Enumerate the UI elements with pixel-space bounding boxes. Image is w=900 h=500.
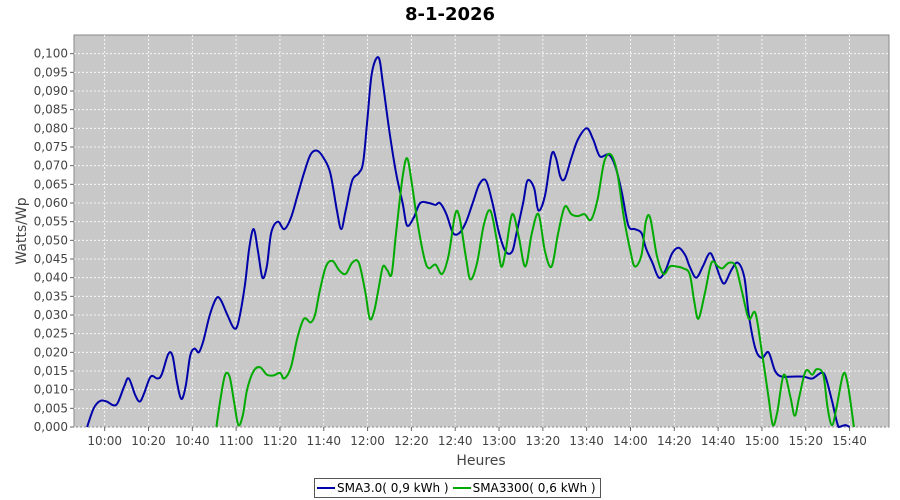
x-axis: 10:00 10:20 10:40 11:00 11:20 11:40 12:00 12:20… [87,427,867,448]
x-tick-label: 11:40 [306,434,341,448]
legend-label-sma3300: SMA3300( 0,6 kWh ) [472,481,596,495]
x-tick-label: 12:00 [350,434,385,448]
y-tick-label: 0,070 [34,159,68,173]
legend: SMA3.0( 0,9 kWh ) SMA3300( 0,6 kWh ) [314,478,601,498]
y-tick-label: 0,075 [34,140,68,154]
x-axis-label: Heures [456,453,505,469]
x-tick-label: 13:00 [482,434,517,448]
y-tick-label: 0,065 [34,177,68,191]
x-tick-label: 14:00 [613,434,648,448]
series-group [86,56,855,428]
y-tick-label: 0,010 [34,383,68,397]
x-tick-label: 15:20 [788,434,823,448]
legend-item-sma30: SMA3.0( 0,9 kWh ) [317,481,449,495]
plot-area [73,34,890,428]
y-tick-label: 0,085 [34,103,68,117]
x-tick-label: 15:00 [745,434,780,448]
y-tick-label: 0,020 [34,345,68,359]
y-tick-label: 0,015 [34,364,68,378]
x-tick-label: 10:40 [175,434,210,448]
y-tick-label: 0,090 [34,84,68,98]
x-tick-label: 11:20 [263,434,298,448]
legend-swatch-sma30 [317,487,335,489]
y-tick-label: 0,080 [34,121,68,135]
x-tick-label: 15:40 [832,434,867,448]
x-tick-label: 14:20 [657,434,692,448]
y-tick-label: 0,040 [34,271,68,285]
legend-item-sma3300: SMA3300( 0,6 kWh ) [452,481,596,495]
y-tick-label: 0,000 [34,420,68,434]
y-tick-label: 0,050 [34,233,68,247]
x-tick-label: 14:40 [701,434,736,448]
grid-lines [74,35,889,428]
chart-title: 8-1-2026 [404,4,496,25]
legend-swatch-sma3300 [452,487,471,489]
x-tick-label: 11:00 [219,434,254,448]
y-axis-label: Watts/Wp [14,197,30,264]
y-tick-label: 0,095 [34,65,68,79]
y-tick-label: 0,025 [34,327,68,341]
y-axis: 0,000 0,005 0,010 0,015 0,020 0,025 0,030 0,035… [34,47,74,434]
x-tick-label: 13:20 [526,434,561,448]
series-line-0 [86,56,851,428]
y-tick-label: 0,035 [34,289,68,303]
y-tick-label: 0,100 [34,47,68,61]
y-tick-label: 0,005 [34,401,68,415]
x-tick-label: 10:00 [87,434,122,448]
y-tick-label: 0,060 [34,196,68,210]
y-tick-label: 0,045 [34,252,68,266]
series-line-1 [215,152,855,428]
y-tick-label: 0,055 [34,215,68,229]
x-tick-label: 12:20 [394,434,429,448]
y-tick-label: 0,030 [34,308,68,322]
x-tick-label: 12:40 [438,434,473,448]
x-tick-label: 13:40 [569,434,604,448]
legend-label-sma30: SMA3.0( 0,9 kWh ) [337,481,449,495]
x-tick-label: 10:20 [131,434,166,448]
